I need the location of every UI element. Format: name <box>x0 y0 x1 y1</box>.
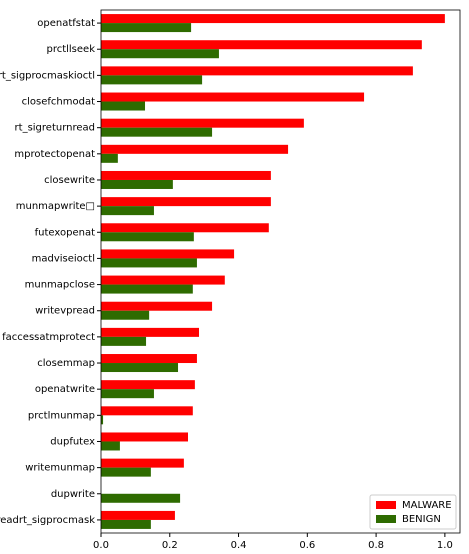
y-tick-label: madviseioctl <box>32 253 95 264</box>
bar <box>101 179 173 189</box>
y-tick-label: openatfstat <box>37 18 95 29</box>
bar <box>101 258 197 268</box>
bar <box>101 23 192 33</box>
x-tick-label: 0.0 <box>93 540 109 550</box>
bar <box>101 336 147 346</box>
y-tick-label: dupfutex <box>50 436 95 447</box>
bar <box>101 170 271 180</box>
bar <box>101 118 304 128</box>
bar <box>101 310 150 320</box>
x-tick-label: 0.2 <box>162 540 178 550</box>
y-tick-label: futexopenat <box>35 227 95 238</box>
legend-swatch <box>376 501 396 509</box>
bar <box>101 363 179 373</box>
y-tick-label: faccessatmprotect <box>2 332 95 343</box>
bar <box>101 40 422 50</box>
bar <box>101 389 154 399</box>
bar <box>101 432 188 442</box>
bar <box>101 92 365 102</box>
y-tick-label: rt_sigprocmaskioctl <box>0 70 95 81</box>
bar <box>101 415 104 425</box>
bar <box>101 101 146 111</box>
y-tick-label: mprotectopenat <box>14 149 95 160</box>
bar <box>101 327 200 337</box>
legend-swatch <box>376 515 396 523</box>
bar <box>101 380 195 390</box>
bar <box>101 144 289 154</box>
bar <box>101 493 181 503</box>
bar <box>101 354 197 364</box>
y-tick-label: closewrite <box>44 175 95 186</box>
bar <box>101 14 445 24</box>
bar <box>101 232 194 242</box>
bar <box>101 458 184 468</box>
y-tick-label: readrt_sigprocmask <box>0 515 95 526</box>
legend-label: BENIGN <box>402 514 441 525</box>
bar <box>101 153 118 163</box>
bar <box>101 66 413 76</box>
x-tick-label: 1.0 <box>437 540 453 550</box>
bar <box>101 284 193 294</box>
y-tick-label: closemmap <box>37 358 95 369</box>
bar <box>101 197 271 207</box>
bar <box>101 441 120 451</box>
bar <box>101 510 175 520</box>
bar <box>101 467 151 477</box>
x-tick-label: 0.6 <box>299 540 315 550</box>
y-tick-label: rt_sigreturnread <box>15 123 95 134</box>
y-tick-label: munmapwrite□ <box>16 201 95 212</box>
y-tick-label: writevpread <box>35 306 95 317</box>
bar <box>101 75 203 85</box>
y-tick-label: munmapclose <box>25 280 95 291</box>
y-tick-label: prctlmunmap <box>28 410 95 421</box>
bar <box>101 249 235 259</box>
x-tick-label: 0.8 <box>368 540 384 550</box>
bar <box>101 406 193 416</box>
bar <box>101 206 154 216</box>
plot-frame <box>100 9 461 534</box>
legend-label: MALWARE <box>402 500 452 511</box>
y-tick-label: openatwrite <box>35 384 95 395</box>
bar <box>101 301 213 311</box>
bar <box>101 275 225 285</box>
bar <box>101 519 151 529</box>
y-tick-label: prctllseek <box>46 44 95 55</box>
bar <box>101 49 219 59</box>
bar <box>101 127 213 137</box>
y-tick-label: dupwrite <box>51 489 95 500</box>
y-tick-label: writemunmap <box>25 463 95 474</box>
y-tick-label: closefchmodat <box>22 97 95 108</box>
x-tick-label: 0.4 <box>231 540 247 550</box>
bar <box>101 223 269 233</box>
